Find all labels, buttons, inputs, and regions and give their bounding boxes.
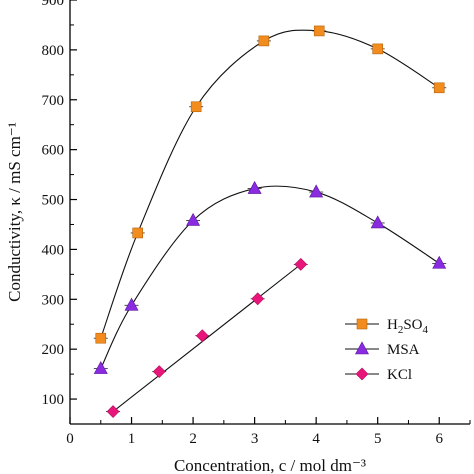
legend-item: H2SO4 xyxy=(345,317,429,336)
x-tick-label: 3 xyxy=(251,431,259,447)
y-tick-label: 800 xyxy=(42,43,65,59)
legend-label: MSA xyxy=(387,342,420,358)
data-point xyxy=(258,35,270,47)
legend-item: MSA xyxy=(345,341,420,358)
legend-marker xyxy=(355,367,369,381)
data-point xyxy=(152,365,166,379)
y-tick-label: 100 xyxy=(42,392,65,408)
data-point xyxy=(132,227,143,239)
series-msa xyxy=(93,180,447,374)
x-tick-label: 0 xyxy=(66,431,74,447)
x-tick-label: 2 xyxy=(189,431,197,447)
legend-item: KCl xyxy=(345,367,412,383)
legend: H2SO4 MSA KCl xyxy=(345,317,429,383)
legend-marker xyxy=(354,341,370,355)
y-tick-label: 400 xyxy=(42,242,65,258)
legend-label: KCl xyxy=(387,367,412,383)
data-point xyxy=(432,255,447,269)
data-point xyxy=(93,361,108,374)
y-tick-label: 900 xyxy=(42,0,65,9)
legend-label: H2SO4 xyxy=(387,317,429,336)
series-kcl xyxy=(106,257,308,418)
data-point xyxy=(124,297,139,311)
y-tick-label: 200 xyxy=(42,342,65,358)
data-point xyxy=(309,184,324,198)
data-point xyxy=(247,180,262,194)
x-axis-title: Concentration, c / mol dm⁻³ xyxy=(174,456,366,474)
x-tick-label: 6 xyxy=(435,431,443,447)
data-point xyxy=(372,43,383,55)
x-tick-label: 4 xyxy=(312,431,320,447)
data-point xyxy=(95,332,107,344)
x-tick-label: 1 xyxy=(128,431,136,447)
y-tick-label: 700 xyxy=(42,93,65,109)
data-point xyxy=(251,292,265,306)
data-point xyxy=(186,212,201,226)
data-point xyxy=(294,257,308,271)
legend-marker xyxy=(356,318,368,330)
y-tick-label: 600 xyxy=(42,143,65,159)
data-point xyxy=(313,25,325,37)
y-axis-title: Conductivity, κ / mS cm⁻¹ xyxy=(5,122,24,302)
data-point xyxy=(370,215,385,229)
x-tick-label: 5 xyxy=(374,431,382,447)
series-h-so- xyxy=(93,25,447,344)
data-point xyxy=(106,405,120,418)
data-point xyxy=(433,82,445,94)
data-point xyxy=(190,101,202,113)
series-line xyxy=(112,263,302,412)
axes: 0 1 2 3 4 5 6 100 200 300 400 500 600 700 800 900 xyxy=(42,0,471,447)
y-tick-label: 500 xyxy=(42,193,65,209)
plot-area xyxy=(93,25,447,418)
data-point xyxy=(195,329,209,343)
y-tick-label: 300 xyxy=(42,292,65,308)
